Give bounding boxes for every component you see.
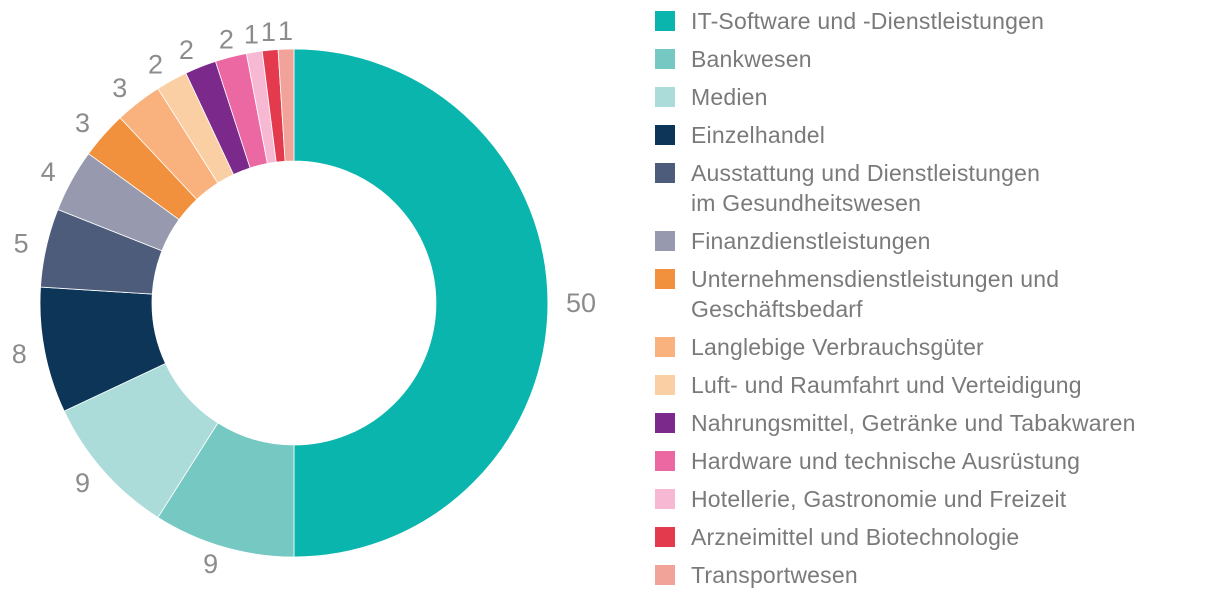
legend-swatch bbox=[655, 125, 675, 145]
legend-swatch bbox=[655, 565, 675, 585]
legend-label: Transportwesen bbox=[691, 562, 858, 588]
legend-label: Ausstattung und Dienstleistungen im Gesu… bbox=[691, 160, 1041, 216]
slice-value-label: 2 bbox=[148, 50, 163, 80]
slice-value-label: 8 bbox=[12, 339, 27, 369]
legend-item: Einzelhandel bbox=[655, 120, 1215, 158]
legend-label: Medien bbox=[691, 84, 768, 110]
slice-value-label: 1 bbox=[244, 19, 259, 49]
slice-value-label: 5 bbox=[14, 229, 29, 259]
legend-label: Bankwesen bbox=[691, 46, 812, 72]
legend-label: Hardware und technische Ausrüstung bbox=[691, 448, 1081, 474]
legend-item: Luft- und Raumfahrt und Verteidigung bbox=[655, 370, 1215, 408]
slice-value-label: 4 bbox=[41, 157, 56, 187]
legend-swatch bbox=[655, 11, 675, 31]
legend-label: Einzelhandel bbox=[691, 122, 826, 148]
legend-swatch bbox=[655, 49, 675, 69]
slice-value-label: 9 bbox=[203, 549, 218, 579]
legend-swatch bbox=[655, 489, 675, 509]
legend-label: Arzneimittel und Biotechnologie bbox=[691, 524, 1020, 550]
slice-value-label: 3 bbox=[75, 108, 90, 138]
donut-slice bbox=[277, 48, 295, 162]
chart-legend: IT-Software und -Dienstleistungen Bankwes… bbox=[655, 6, 1215, 598]
legend-item: Unternehmensdienstleistungen und Geschäf… bbox=[655, 264, 1215, 332]
legend-label: Hotellerie, Gastronomie und Freizeit bbox=[691, 486, 1067, 512]
legend-label: Langlebige Verbrauchsgüter bbox=[691, 334, 984, 360]
legend-item: Finanzdienstleistungen bbox=[655, 226, 1215, 264]
donut-chart: 50 9 9 8 5 4 3 3 2 2 2 1 1 1 bbox=[12, 16, 596, 579]
legend-item: Transportwesen bbox=[655, 560, 1215, 598]
legend-item: IT-Software und -Dienstleistungen bbox=[655, 6, 1215, 44]
slice-value-label: 1 bbox=[278, 16, 293, 46]
legend-label: Luft- und Raumfahrt und Verteidigung bbox=[691, 372, 1082, 398]
slice-value-label: 2 bbox=[179, 35, 194, 65]
legend-item: Ausstattung und Dienstleistungen im Gesu… bbox=[655, 158, 1215, 226]
legend-label: Nahrungsmittel, Getränke und Tabakwaren bbox=[691, 410, 1136, 436]
donut-slice bbox=[293, 48, 549, 558]
legend-label: Finanzdienstleistungen bbox=[691, 228, 931, 254]
legend-item: Nahrungsmittel, Getränke und Tabakwaren bbox=[655, 408, 1215, 446]
slice-value-label: 9 bbox=[75, 468, 90, 498]
legend-swatch bbox=[655, 337, 675, 357]
slice-value-label: 1 bbox=[261, 17, 276, 47]
legend-label: IT-Software und -Dienstleistungen bbox=[691, 8, 1045, 34]
legend-item: Arzneimittel und Biotechnologie bbox=[655, 522, 1215, 560]
legend-swatch bbox=[655, 87, 675, 107]
slice-value-label: 3 bbox=[112, 73, 127, 103]
legend-item: Langlebige Verbrauchsgüter bbox=[655, 332, 1215, 370]
legend-swatch bbox=[655, 375, 675, 395]
legend-swatch bbox=[655, 451, 675, 471]
legend-item: Hardware und technische Ausrüstung bbox=[655, 446, 1215, 484]
slice-value-label: 2 bbox=[219, 25, 234, 55]
legend-swatch bbox=[655, 527, 675, 547]
slice-value-label: 50 bbox=[566, 288, 596, 318]
legend-swatch bbox=[655, 413, 675, 433]
legend-swatch bbox=[655, 163, 675, 183]
legend-label: Unternehmensdienstleistungen und Geschäf… bbox=[691, 266, 1060, 322]
legend-item: Hotellerie, Gastronomie und Freizeit bbox=[655, 484, 1215, 522]
legend-item: Bankwesen bbox=[655, 44, 1215, 82]
legend-swatch bbox=[655, 269, 675, 289]
legend-item: Medien bbox=[655, 82, 1215, 120]
legend-swatch bbox=[655, 231, 675, 251]
